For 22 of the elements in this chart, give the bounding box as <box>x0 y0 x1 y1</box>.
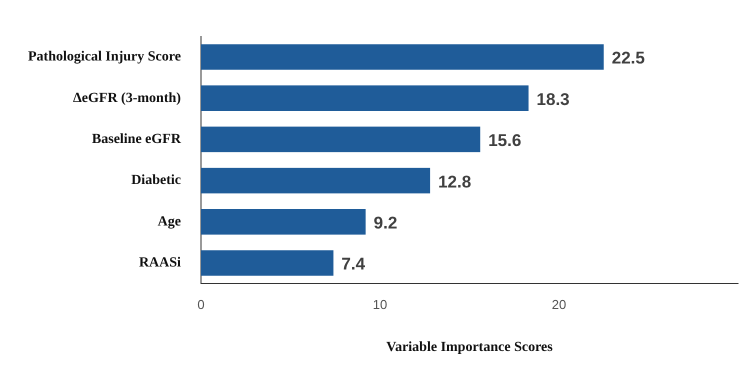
x-axis-title: Variable Importance Scores <box>386 340 554 356</box>
bar <box>200 250 334 276</box>
y-tick-label: Baseline eGFR <box>92 132 182 148</box>
y-tick-label: Diabetic <box>131 173 181 188</box>
bar <box>200 126 480 152</box>
data-label: 12.8 <box>438 172 472 192</box>
data-label: 18.3 <box>536 90 570 109</box>
x-tick-label: 20 <box>552 296 566 312</box>
data-label: 7.4 <box>341 254 366 274</box>
y-tick-label: ΔeGFR (3-month) <box>73 90 182 106</box>
bar <box>200 85 529 111</box>
y-tick-label: Pathological Injury Score <box>28 50 181 65</box>
y-tick-label: Age <box>158 214 181 230</box>
data-label: 9.2 <box>374 213 398 232</box>
bar <box>200 44 604 70</box>
x-tick-label: 10 <box>372 296 388 312</box>
data-label: 15.6 <box>488 131 522 150</box>
y-tick-label: RAASi <box>138 256 182 271</box>
bar <box>200 209 366 235</box>
x-tick-label: 0 <box>197 296 205 312</box>
data-label: 22.5 <box>612 48 645 68</box>
bar <box>200 168 430 194</box>
